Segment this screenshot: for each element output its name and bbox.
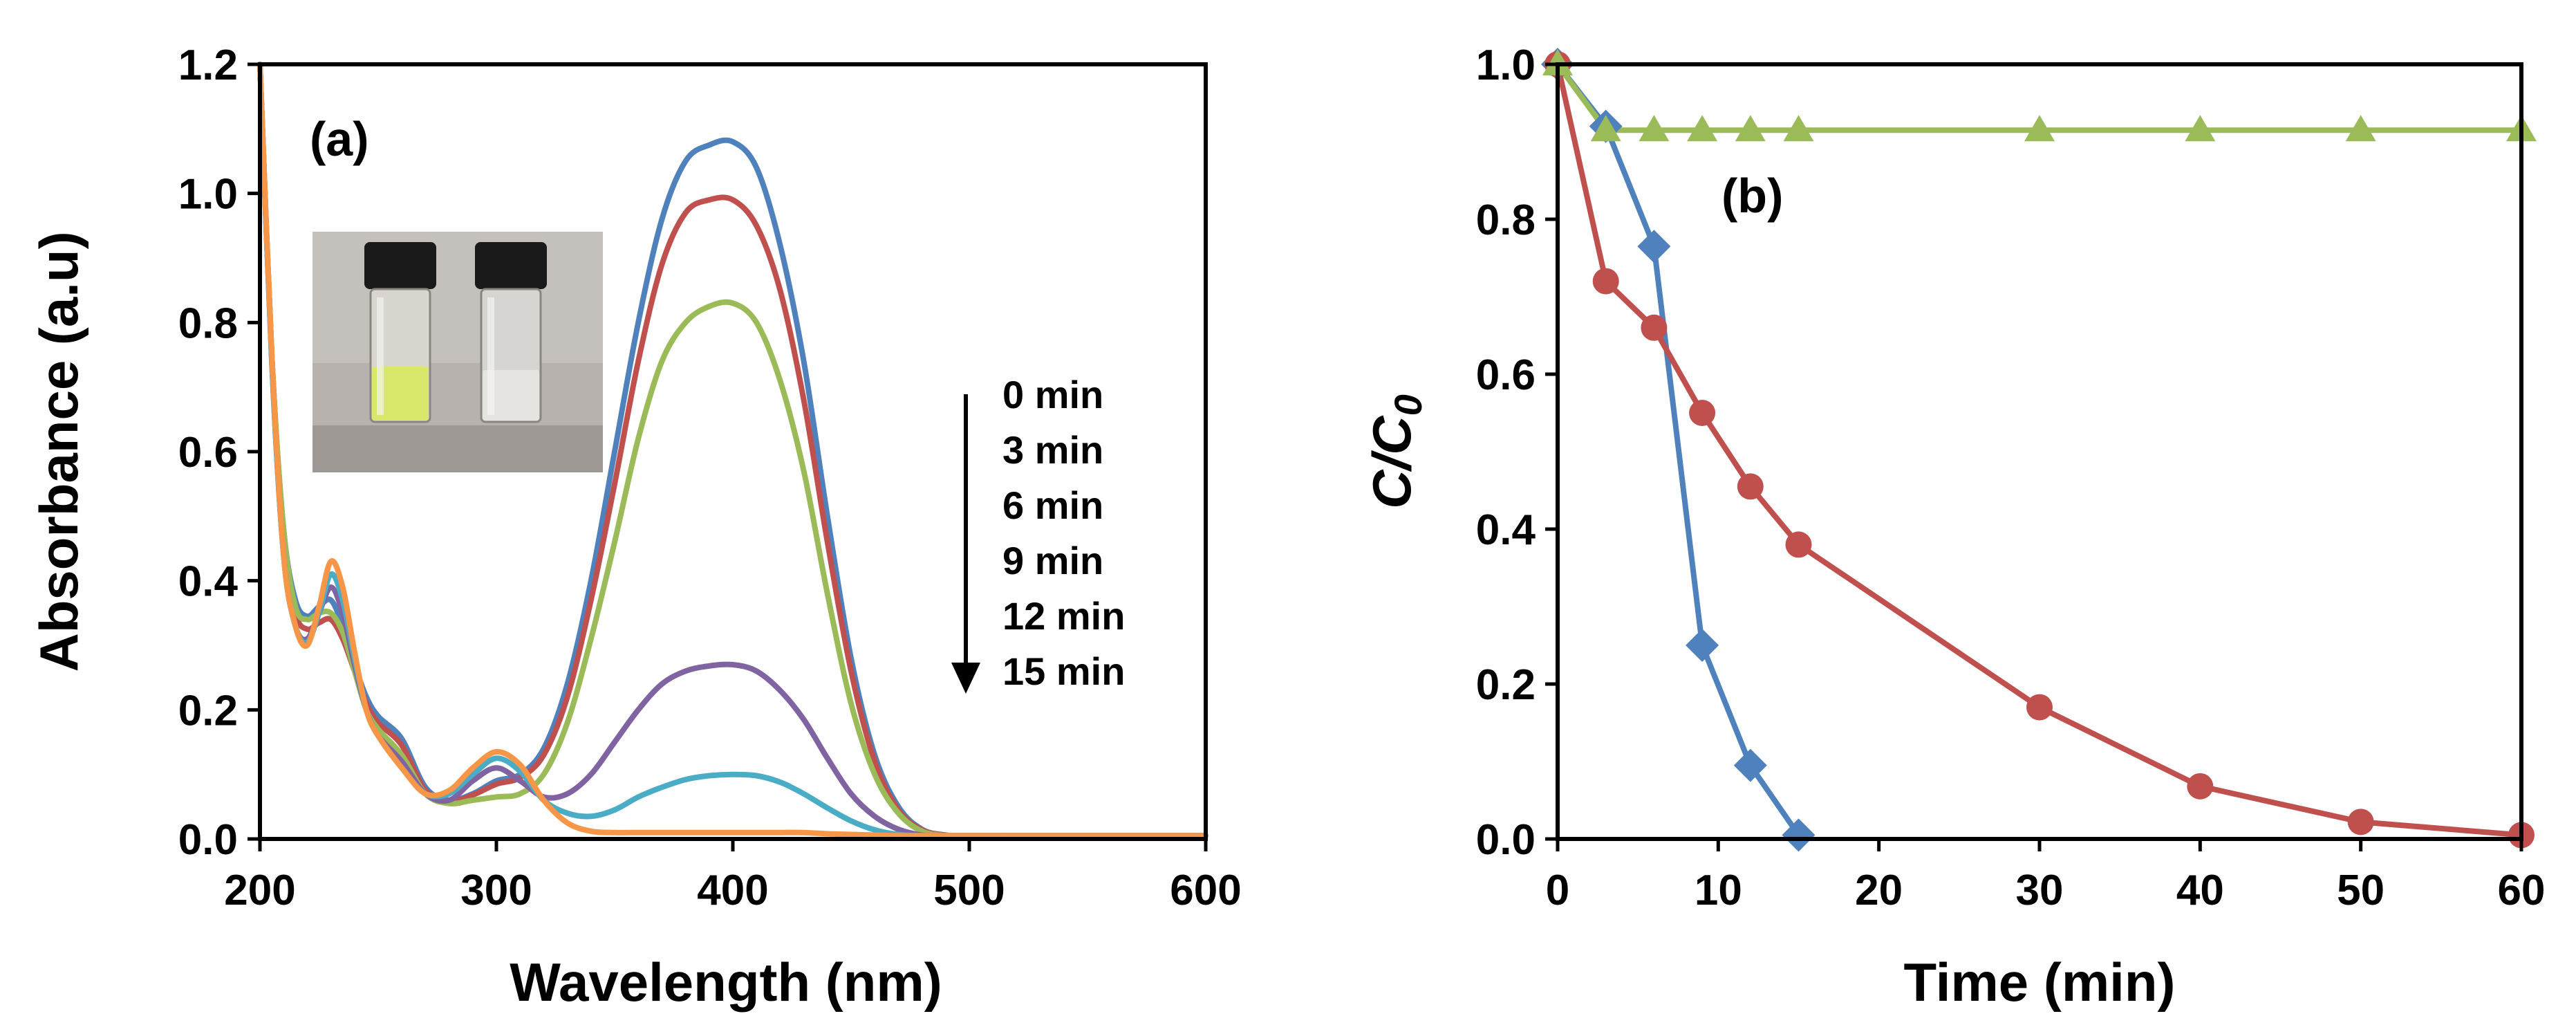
panel-a-y-tick-label-0-2: 0.2 xyxy=(178,687,238,735)
panel-b-y-tick-label-0-0: 0.0 xyxy=(1476,816,1536,864)
circle-marker-t9 xyxy=(1689,400,1716,426)
triangle-marker-t9 xyxy=(1687,115,1718,142)
right-vial-cap xyxy=(475,242,547,289)
panel-b-kinetics: 0 10 20 30 40 50 60 0.0 0.2 0.4 0.6 0.8 1.0 (b) Time… xyxy=(1361,41,2545,1013)
circle-marker-t12 xyxy=(1737,473,1764,500)
panel-b-x-tick-label-40: 40 xyxy=(2176,867,2224,914)
panel-b-x-tick-label-20: 20 xyxy=(1855,867,1903,914)
spectrum-line-3-min xyxy=(257,62,1208,839)
panel-a-x-tick-label-600: 600 xyxy=(1170,867,1241,914)
panel-a-y-tick-label-0-8: 0.8 xyxy=(178,299,238,347)
panel-b-x-tick-label-10: 10 xyxy=(1695,867,1742,914)
time-arrow xyxy=(951,394,980,694)
inset-wall xyxy=(312,232,603,363)
legend-9-min: 9 min xyxy=(1002,539,1103,582)
circle-marker-t50 xyxy=(2347,809,2374,835)
left-vial-cap xyxy=(364,242,436,289)
panel-b-axes-ticks: 0 10 20 30 40 50 60 0.0 0.2 0.4 0.6 0.8 1.0 xyxy=(1476,41,2546,914)
panel-a-y-tick-label-0-4: 0.4 xyxy=(178,558,239,606)
triangle-marker-t3 xyxy=(1590,115,1621,142)
spectrum-line-15-min xyxy=(257,62,1208,839)
panel-a-curves xyxy=(257,62,1208,839)
panel-a-axes-ticks: 200 300 400 500 600 0.0 0.2 0.4 0.6 0.8 1.0 1.2 xyxy=(178,41,1242,914)
triangle-marker-t50 xyxy=(2345,115,2376,142)
panel-a-uv-vis-spectra: 200 300 400 500 600 0.0 0.2 0.4 0.6 0.8 1.0 1.2 (a)… xyxy=(28,41,1242,1013)
left-vial-highlight xyxy=(377,297,384,415)
panel-b-curves xyxy=(1541,48,2537,852)
circle-marker-t6 xyxy=(1641,314,1668,341)
triangle-marker-t6 xyxy=(1639,115,1670,142)
circle-marker-t15 xyxy=(1785,531,1812,558)
panel-b-x-tick-label-0: 0 xyxy=(1546,867,1569,914)
series-line-circle-series xyxy=(1555,64,2522,838)
panel-b-y-tick-label-0-2: 0.2 xyxy=(1476,661,1536,709)
diamond-marker-t15 xyxy=(1782,818,1816,852)
inset-table xyxy=(312,425,603,472)
triangle-marker-t30 xyxy=(2024,115,2055,142)
triangle-marker-t12 xyxy=(1735,115,1766,142)
series-line-triangle-series xyxy=(1555,62,2521,133)
panel-a-label: (a) xyxy=(310,112,369,166)
panel-a-y-tick-label-1-0: 1.0 xyxy=(178,171,238,219)
panel-b-x-axis-label: Time (min) xyxy=(1904,952,2176,1013)
legend-12-min: 12 min xyxy=(1002,594,1125,638)
circle-marker-t40 xyxy=(2187,773,2214,800)
panel-a-x-tick-label-300: 300 xyxy=(460,867,532,914)
panel-b-y-tick-label-0-6: 0.6 xyxy=(1476,351,1536,399)
left-vial-yellow-solution xyxy=(372,367,429,421)
panel-b-x-tick-label-30: 30 xyxy=(2016,867,2064,914)
circle-marker-t3 xyxy=(1592,268,1619,295)
legend-6-min: 6 min xyxy=(1002,483,1103,527)
legend-15-min: 15 min xyxy=(1002,649,1125,693)
panel-b-y-axis-label-subscript: 0 xyxy=(1386,394,1430,416)
panel-b-y-tick-label-0-8: 0.8 xyxy=(1476,196,1536,244)
triangle-marker-t15 xyxy=(1783,115,1814,142)
panel-b-y-axis-label-main: C/C xyxy=(1361,415,1422,509)
diamond-marker-t9 xyxy=(1686,629,1719,662)
panel-a-x-tick-label-400: 400 xyxy=(697,867,768,914)
panel-a-y-tick-label-0-0: 0.0 xyxy=(178,816,238,864)
right-vial-clear-solution xyxy=(483,370,539,421)
panel-b-y-tick-label-1-0: 1.0 xyxy=(1476,41,1536,89)
panel-b-plot-frame xyxy=(1556,62,2523,841)
panel-b-x-tick-label-60: 60 xyxy=(2498,867,2546,914)
triangle-marker-t40 xyxy=(2185,115,2216,142)
panel-b-label: (b) xyxy=(1721,169,1783,223)
time-arrow-head xyxy=(951,663,980,694)
vials-inset-photo xyxy=(312,232,603,472)
circle-marker-t30 xyxy=(2026,694,2053,721)
diamond-marker-t12 xyxy=(1733,748,1767,782)
panel-a-x-tick-label-500: 500 xyxy=(933,867,1005,914)
legend-3-min: 3 min xyxy=(1002,428,1103,472)
panel-a-y-tick-label-0-6: 0.6 xyxy=(178,429,238,477)
panel-b-y-axis-label: C/C0 xyxy=(1361,394,1430,509)
panel-a-x-axis-label: Wavelength (nm) xyxy=(510,952,942,1013)
panel-a-y-axis-label: Absorbance (a.u) xyxy=(28,231,89,672)
diamond-marker-t6 xyxy=(1637,230,1671,264)
panel-a-y-tick-label-1-2: 1.2 xyxy=(178,41,238,89)
panel-b-x-tick-label-50: 50 xyxy=(2337,867,2384,914)
panel-a-x-tick-label-200: 200 xyxy=(224,867,295,914)
panel-b-y-tick-label-0-4: 0.4 xyxy=(1476,506,1536,554)
legend-0-min: 0 min xyxy=(1002,373,1103,416)
right-vial-highlight xyxy=(487,297,494,415)
